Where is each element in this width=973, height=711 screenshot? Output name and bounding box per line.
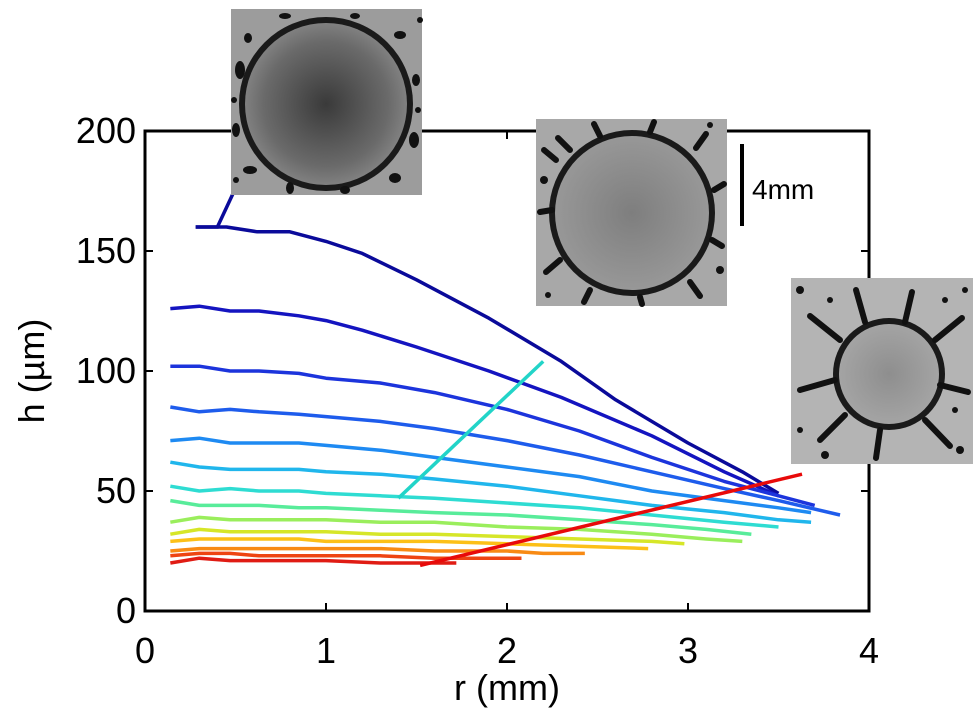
scale-bar-label: 4mm bbox=[752, 174, 814, 205]
series-line bbox=[170, 537, 649, 551]
x-tick-label: 0 bbox=[135, 630, 155, 671]
series-line bbox=[170, 304, 780, 498]
series-line bbox=[170, 556, 457, 565]
annotation-connector bbox=[397, 360, 545, 500]
series-line bbox=[170, 546, 585, 556]
inset-image-late bbox=[791, 278, 973, 464]
x-tick-label: 3 bbox=[678, 630, 698, 671]
x-tick-label: 1 bbox=[316, 630, 336, 671]
x-tick-label: 2 bbox=[497, 630, 517, 671]
inset-image-early bbox=[231, 9, 423, 195]
y-axis-label: h (µm) bbox=[11, 319, 52, 424]
series-line bbox=[170, 498, 752, 536]
series-line bbox=[170, 551, 522, 560]
x-tick-label: 4 bbox=[859, 630, 879, 671]
inset-image-middle bbox=[536, 119, 727, 307]
annotation-connector bbox=[419, 472, 803, 568]
y-tick-label: 150 bbox=[76, 230, 136, 271]
series-line bbox=[170, 460, 812, 524]
series-line bbox=[170, 515, 743, 544]
series-line bbox=[170, 405, 841, 517]
series-line bbox=[195, 225, 780, 495]
y-tick-label: 0 bbox=[116, 590, 136, 631]
series-group bbox=[170, 225, 841, 565]
series-line bbox=[170, 527, 685, 546]
y-tick-label: 200 bbox=[76, 110, 136, 151]
series-line bbox=[170, 364, 816, 508]
series-line bbox=[170, 436, 812, 515]
y-tick-label: 100 bbox=[76, 350, 136, 391]
x-axis-label: r (mm) bbox=[454, 667, 560, 708]
series-line bbox=[170, 484, 779, 529]
y-tick-label: 50 bbox=[96, 470, 136, 511]
